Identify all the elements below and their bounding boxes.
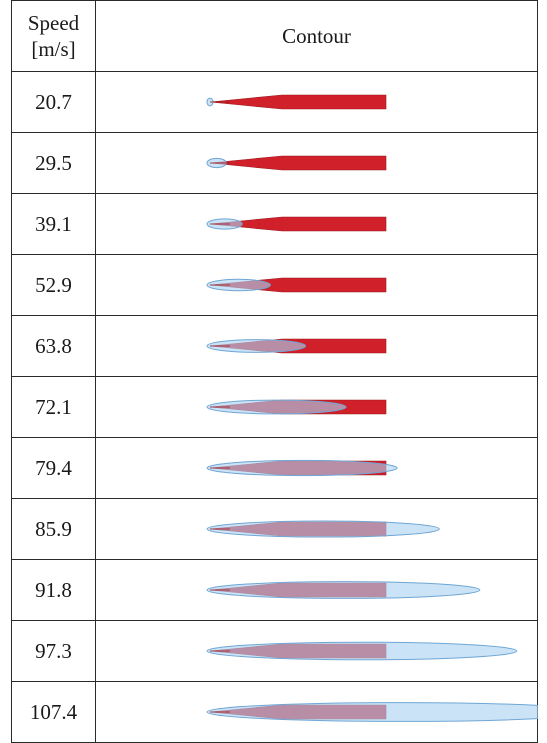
cavity-shape bbox=[206, 520, 440, 538]
cavity-shape bbox=[206, 278, 271, 292]
table-row: 52.9 bbox=[11, 254, 538, 316]
table-row: 91.8 bbox=[11, 559, 538, 621]
contour-diagram bbox=[206, 338, 387, 354]
speed-value: 52.9 bbox=[11, 254, 96, 316]
speed-header-unit: [m/s] bbox=[31, 37, 76, 61]
contour-diagram bbox=[206, 94, 387, 110]
table-row: 63.8 bbox=[11, 315, 538, 377]
speed-header-label: Speed bbox=[27, 11, 80, 35]
cavity-contour-table-container: Speed [m/s] Contour 20.7 29.5 39.1 52.9 63.8… bbox=[11, 0, 538, 743]
cavity-shape bbox=[206, 641, 518, 661]
contour-cell bbox=[95, 254, 538, 316]
cavity-contour-table: Speed [m/s] Contour 20.7 29.5 39.1 52.9 63.8… bbox=[11, 0, 538, 743]
speed-value: 39.1 bbox=[11, 193, 96, 255]
contour-diagram bbox=[206, 155, 387, 171]
table-header-row: Speed [m/s] Contour bbox=[11, 0, 538, 72]
speed-value: 79.4 bbox=[11, 437, 96, 499]
contour-cell bbox=[95, 559, 538, 621]
projectile-body bbox=[209, 94, 387, 110]
contour-diagram bbox=[206, 277, 387, 293]
cavity-shape bbox=[206, 581, 481, 599]
contour-column-header: Contour bbox=[95, 0, 538, 72]
cavity-shape bbox=[206, 399, 347, 415]
contour-diagram bbox=[206, 581, 481, 599]
speed-value: 20.7 bbox=[11, 71, 96, 133]
contour-cell bbox=[95, 315, 538, 377]
speed-value: 107.4 bbox=[11, 681, 96, 743]
contour-diagram bbox=[206, 399, 387, 415]
contour-cell bbox=[95, 376, 538, 438]
speed-value: 72.1 bbox=[11, 376, 96, 438]
table-row: 72.1 bbox=[11, 376, 538, 438]
table-row: 79.4 bbox=[11, 437, 538, 499]
contour-cell bbox=[95, 132, 538, 194]
contour-diagram bbox=[206, 520, 440, 538]
contour-cell bbox=[95, 498, 538, 560]
table-row: 107.4 bbox=[11, 681, 538, 743]
contour-cell bbox=[95, 681, 538, 743]
speed-column-header: Speed [m/s] bbox=[11, 0, 96, 72]
projectile-body bbox=[209, 155, 387, 171]
contour-cell bbox=[95, 71, 538, 133]
contour-cell bbox=[95, 437, 538, 499]
contour-cell bbox=[95, 193, 538, 255]
speed-value: 29.5 bbox=[11, 132, 96, 194]
contour-diagram bbox=[206, 641, 518, 661]
contour-cell bbox=[95, 620, 538, 682]
table-row: 29.5 bbox=[11, 132, 538, 194]
table-row: 85.9 bbox=[11, 498, 538, 560]
speed-value: 91.8 bbox=[11, 559, 96, 621]
cavity-shape bbox=[206, 459, 398, 477]
contour-diagram bbox=[206, 216, 387, 232]
contour-diagram bbox=[206, 702, 538, 722]
projectile-body bbox=[209, 216, 387, 232]
table-row: 20.7 bbox=[11, 71, 538, 133]
cavity-shape bbox=[206, 339, 307, 353]
speed-value: 85.9 bbox=[11, 498, 96, 560]
speed-value: 97.3 bbox=[11, 620, 96, 682]
contour-diagram bbox=[206, 459, 398, 477]
cavity-shape bbox=[206, 702, 538, 722]
speed-value: 63.8 bbox=[11, 315, 96, 377]
table-row: 97.3 bbox=[11, 620, 538, 682]
table-row: 39.1 bbox=[11, 193, 538, 255]
